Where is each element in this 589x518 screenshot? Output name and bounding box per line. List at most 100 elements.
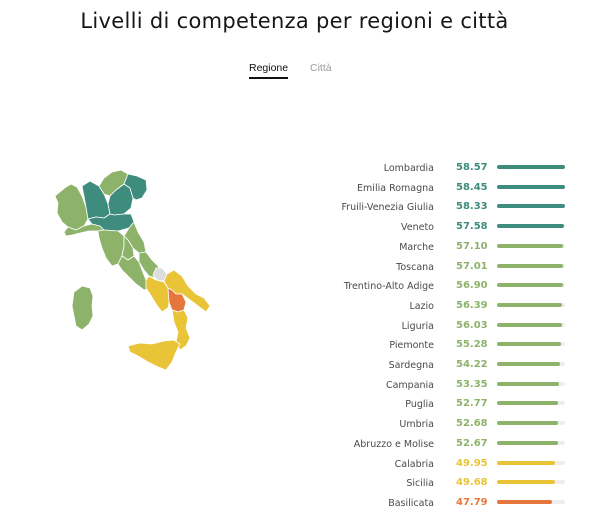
region-label: Lombardia <box>383 163 434 174</box>
bar <box>497 342 562 347</box>
region-value: 57.01 <box>456 260 488 272</box>
chart-row[interactable]: Fruili-Venezia Giulia 58.33 <box>0 199 589 219</box>
region-label: Lazio <box>409 300 434 312</box>
chart-row[interactable]: Sardegna 54.22 <box>0 357 589 377</box>
italy-regions-map <box>54 169 211 371</box>
region-value: 55.28 <box>456 339 488 351</box>
bar-track <box>497 184 565 189</box>
chart-row[interactable]: Calabria 49.95 <box>0 456 589 476</box>
page-title: Livelli di competenza per regioni e citt… <box>80 9 509 33</box>
chart-row[interactable]: Sicilia 49.68 <box>0 475 589 495</box>
bar-track <box>497 362 565 366</box>
chart-row[interactable]: Piemonte 55.28 <box>0 337 589 357</box>
region-label: Trentino-Alto Adige <box>343 281 434 293</box>
region-value: 56.90 <box>456 280 488 292</box>
bar-track <box>497 322 565 327</box>
region-label: Toscana <box>396 261 434 273</box>
region-label: Basilicata <box>388 497 434 509</box>
bar-track <box>497 204 565 209</box>
bar-track <box>497 283 565 288</box>
map-region-sicilia[interactable] <box>127 339 181 371</box>
region-label: Abruzzo e Molise <box>353 438 434 450</box>
bar <box>497 381 559 386</box>
bar <box>497 421 559 426</box>
region-value: 52.77 <box>456 398 488 410</box>
bar-track <box>497 460 565 465</box>
region-value: 58.57 <box>456 162 488 173</box>
bar <box>497 184 565 189</box>
region-value: 56.39 <box>456 299 488 311</box>
view-tabs: Regione Città <box>0 62 589 82</box>
chart-row[interactable]: Marche 57.10 <box>0 239 589 259</box>
bar <box>497 165 565 169</box>
bar <box>497 302 563 307</box>
tab-regione[interactable]: Regione <box>249 62 289 79</box>
tab-citta[interactable]: Città <box>310 62 332 74</box>
region-label: Calabria <box>394 458 434 470</box>
region-value: 57.58 <box>456 221 488 233</box>
bar-track <box>497 342 565 347</box>
map-region-friuli[interactable] <box>123 173 148 201</box>
bar <box>497 362 560 366</box>
bar <box>497 440 559 445</box>
region-value: 47.79 <box>456 496 488 508</box>
bar <box>497 480 555 485</box>
bar <box>497 283 564 288</box>
region-value: 57.10 <box>456 240 488 252</box>
bar <box>497 460 555 465</box>
region-label: Sicilia <box>406 478 434 490</box>
chart-row[interactable]: Abruzzo e Molise 52.67 <box>0 436 589 456</box>
region-label: Marche <box>399 241 434 253</box>
bar-track <box>497 440 565 445</box>
chart-row[interactable]: Campania 53.35 <box>0 377 589 397</box>
region-label: Umbria <box>399 419 434 431</box>
bar <box>497 204 565 209</box>
region-label: Sardegna <box>388 360 434 371</box>
region-value: 52.67 <box>456 437 488 449</box>
chart-row[interactable]: Lombardia 58.57 <box>0 160 589 180</box>
bar <box>497 263 564 268</box>
chart-row[interactable]: Basilicata 47.79 <box>0 495 589 515</box>
region-value: 52.68 <box>456 418 488 430</box>
chart-row[interactable]: Lazio 56.39 <box>0 298 589 318</box>
bar <box>497 224 564 229</box>
bar-track <box>497 499 565 504</box>
bar-track <box>497 165 565 169</box>
region-value: 58.33 <box>456 201 488 213</box>
chart-row[interactable]: Trentino-Alto Adige 56.90 <box>0 278 589 298</box>
bar <box>497 243 564 248</box>
bar-track <box>497 480 565 485</box>
region-label: Piemonte <box>389 340 434 352</box>
bar <box>497 401 559 406</box>
region-label: Emilia Romagna <box>357 182 434 194</box>
chart-row[interactable]: Veneto 57.58 <box>0 219 589 239</box>
region-label: Fruili-Venezia Giulia <box>341 202 434 214</box>
bar-track <box>497 421 565 426</box>
chart-row[interactable]: Toscana 57.01 <box>0 259 589 279</box>
region-label: Campania <box>385 379 434 391</box>
map-region-calabria[interactable] <box>171 309 191 351</box>
bar-track <box>497 381 565 386</box>
region-value: 49.68 <box>456 477 488 489</box>
region-label: Veneto <box>400 222 434 234</box>
bar <box>497 322 563 327</box>
map-region-sardegna[interactable] <box>71 285 94 331</box>
chart-row[interactable]: Puglia 52.77 <box>0 396 589 416</box>
bar <box>497 499 553 504</box>
region-value: 53.35 <box>456 378 488 390</box>
chart-row[interactable]: Liguria 56.03 <box>0 318 589 338</box>
region-label: Liguria <box>401 320 434 332</box>
bar-track <box>497 224 565 229</box>
region-value: 49.95 <box>456 457 488 469</box>
map-region-emilia-romagna[interactable] <box>87 213 135 232</box>
map-region-veneto[interactable] <box>107 183 134 216</box>
region-value: 58.45 <box>456 181 488 193</box>
bar-track <box>497 401 565 406</box>
chart-row[interactable]: Umbria 52.68 <box>0 416 589 436</box>
chart-row[interactable]: Emilia Romagna 58.45 <box>0 180 589 200</box>
region-value: 56.03 <box>456 319 488 331</box>
region-label: Puglia <box>405 399 434 411</box>
bar-track <box>497 302 565 307</box>
map-region-basilicata[interactable] <box>167 287 187 313</box>
